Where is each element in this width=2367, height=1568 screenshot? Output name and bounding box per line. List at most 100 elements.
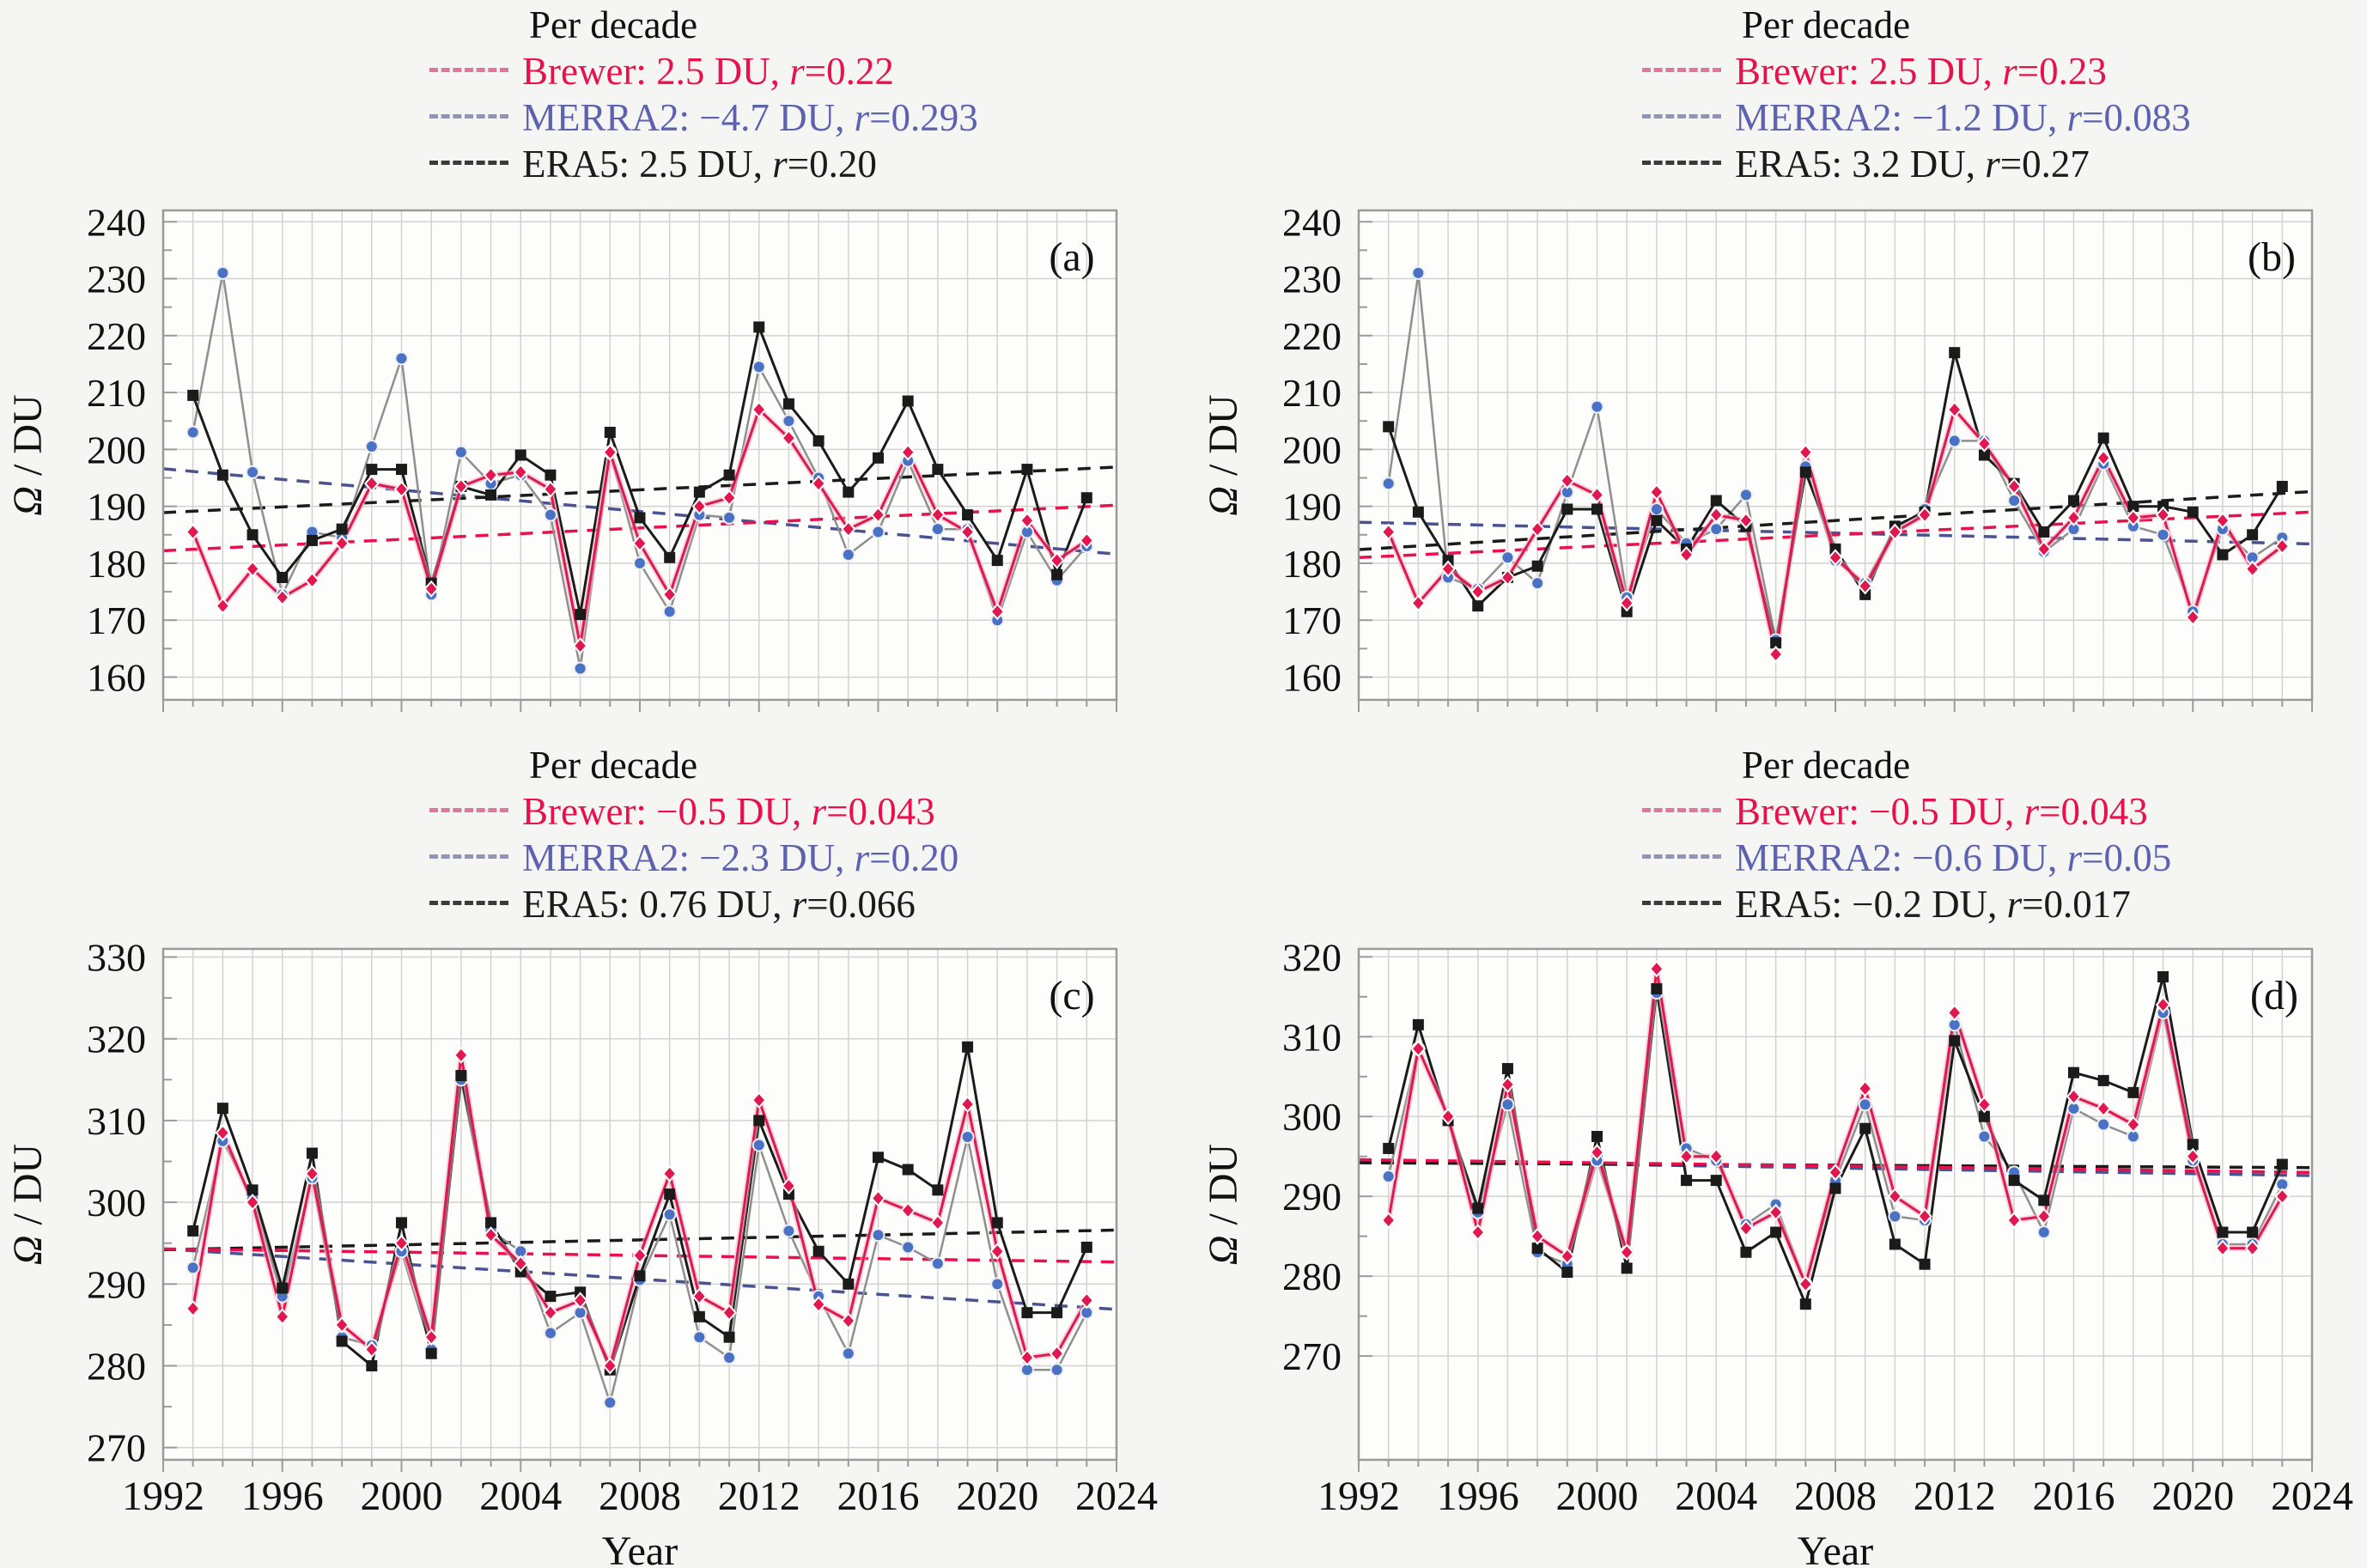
marker-circle [633, 556, 647, 570]
marker-square [873, 452, 884, 464]
legend-r-value: =0.083 [2082, 96, 2191, 139]
marker-diamond [1828, 1164, 1843, 1182]
marker-square [216, 469, 228, 481]
marker-square [2097, 432, 2109, 444]
marker-square [723, 469, 735, 481]
marker-diamond [1649, 960, 1664, 978]
marker-circle [841, 1346, 855, 1361]
marker-diamond [811, 1296, 826, 1314]
legend-entry-merra2: MERRA2: −2.3 DU, r=0.20 [429, 835, 958, 881]
x-tick-label: 2012 [1914, 1474, 1996, 1519]
marker-circle [871, 1228, 885, 1243]
marker-square [1412, 1018, 1424, 1030]
x-tick-label: 1992 [1317, 1474, 1400, 1519]
marker-diamond [1049, 551, 1065, 569]
marker-square [2217, 549, 2229, 561]
x-tick-label: 1996 [241, 1474, 324, 1519]
marker-square [187, 1225, 199, 1237]
legend-r-symbol: r [2066, 836, 2083, 879]
marker-diamond [2155, 506, 2171, 524]
y-axis-title: Ω / DU [1201, 1144, 1246, 1265]
marker-square [1681, 1175, 1693, 1187]
y-tick-label: 180 [1282, 542, 1342, 586]
marker-diamond [1380, 1212, 1396, 1230]
y-tick-label: 320 [87, 1018, 146, 1061]
marker-circle [216, 265, 230, 280]
legend-title: Per decade [529, 3, 698, 46]
marker-diamond [811, 475, 826, 493]
y-tick-label: 170 [1282, 599, 1342, 642]
legend-entry-text: Brewer: −0.5 DU, [1735, 790, 2024, 833]
panel-d: 270 280 290 300 310 320 Ω / DU 1992 1996 2000 2004… [1201, 935, 2353, 1568]
marker-circle [186, 1261, 200, 1275]
marker-diamond [1559, 1247, 1575, 1265]
marker-diamond [423, 580, 440, 598]
marker-square [246, 529, 259, 541]
marker-diamond [1619, 594, 1635, 612]
marker-square [1501, 1062, 1513, 1074]
legend-r-value: =0.043 [2039, 790, 2148, 833]
marker-circle [2096, 1117, 2111, 1132]
marker-diamond [1857, 1079, 1873, 1097]
marker-square [1978, 449, 1990, 461]
marker-circle [1649, 501, 1664, 516]
legend-r-symbol: r [1985, 143, 2000, 185]
trend-line-era5 [1358, 489, 2313, 551]
legend-panel-a: Per decade Brewer: 2.5 DU, r=0.22 MERRA2: … [429, 2, 978, 187]
marker-diamond [930, 1213, 946, 1231]
marker-square [2008, 1175, 2020, 1187]
marker-square [782, 398, 794, 410]
marker-diamond [602, 1357, 618, 1375]
marker-square [2068, 1067, 2079, 1079]
marker-diamond [274, 1308, 290, 1326]
marker-square [1949, 1035, 1961, 1047]
marker-square [396, 464, 407, 476]
marker-square [1472, 1202, 1484, 1214]
legend-r-value: =0.22 [804, 50, 894, 93]
marker-square [1531, 1243, 1543, 1255]
x-tick-label: 2016 [2033, 1474, 2115, 1519]
marker-diamond [1708, 1147, 1725, 1165]
marker-circle [394, 351, 409, 366]
marker-diamond [1410, 594, 1427, 612]
marker-square [1021, 464, 1033, 476]
marker-diamond [840, 520, 856, 538]
marker-diamond [1857, 577, 1873, 595]
marker-square [277, 1282, 289, 1294]
marker-diamond [632, 534, 648, 552]
marker-diamond [1828, 549, 1843, 567]
marker-diamond [691, 1287, 708, 1305]
marker-square [1383, 1142, 1395, 1154]
marker-diamond [1678, 545, 1695, 563]
legend-entry-brewer: Brewer: 2.5 DU, r=0.23 [1642, 48, 2191, 94]
marker-square [902, 395, 914, 407]
marker-diamond [1019, 1348, 1035, 1367]
legend-r-symbol: r [854, 96, 870, 139]
y-tick-label: 230 [87, 258, 146, 301]
marker-diamond [483, 466, 499, 484]
y-tick-label: 320 [1282, 935, 1342, 979]
legend-dash-sample-merra2 [429, 114, 508, 119]
marker-square [843, 1278, 855, 1290]
legend-dash-sample-brewer [1642, 808, 1721, 813]
legend-entry-text: ERA5: 0.76 DU, [522, 883, 792, 926]
marker-square [664, 1188, 676, 1200]
marker-diamond [1738, 512, 1754, 530]
marker-square [1829, 1182, 1841, 1194]
marker-square [306, 1147, 318, 1159]
panel-letter: (c) [1049, 973, 1094, 1018]
marker-diamond [1976, 435, 1993, 453]
y-tick-label: 180 [87, 542, 146, 586]
marker-diamond [1469, 1224, 1486, 1242]
y-tick-label: 280 [87, 1345, 146, 1389]
marker-square [336, 1335, 348, 1347]
marker-diamond [2274, 538, 2291, 556]
y-tick-label: 240 [1282, 200, 1342, 244]
y-tick-labels: 270 280 290 300 310 320 330 [87, 936, 146, 1470]
gridlines [1358, 949, 2313, 1460]
marker-diamond [304, 571, 320, 589]
y-tick-labels: 160 170 180 190 200 210 220 230 240 [87, 200, 146, 699]
markers-brewer [1380, 400, 2291, 663]
marker-square [932, 1184, 944, 1196]
